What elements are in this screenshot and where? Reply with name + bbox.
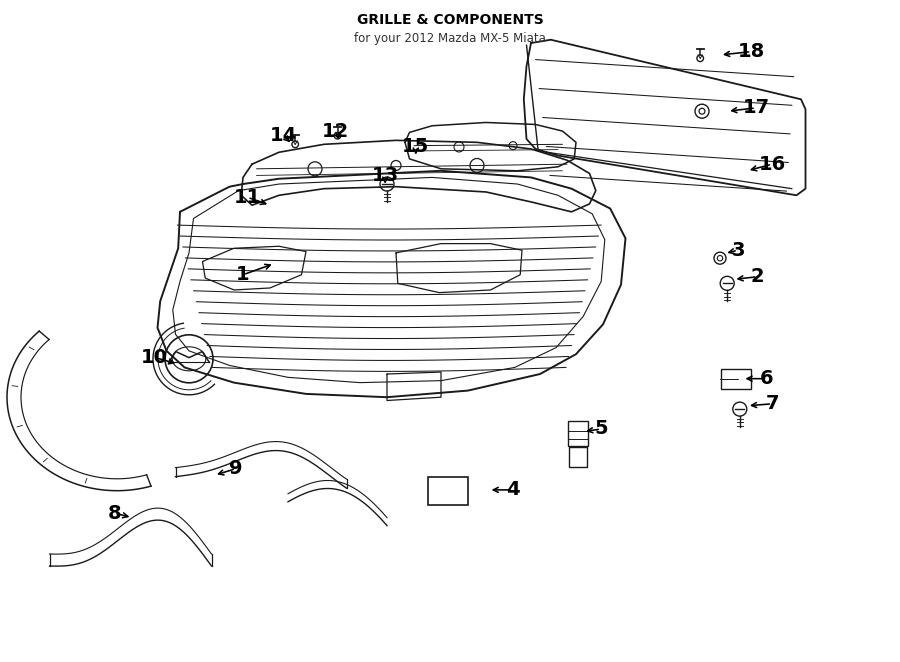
Text: 16: 16 bbox=[759, 155, 786, 173]
Text: 10: 10 bbox=[141, 348, 168, 367]
Text: for your 2012 Mazda MX-5 Miata: for your 2012 Mazda MX-5 Miata bbox=[354, 32, 546, 45]
Bar bbox=[428, 477, 468, 505]
Text: 2: 2 bbox=[751, 267, 765, 286]
Text: 7: 7 bbox=[765, 395, 778, 413]
Text: 11: 11 bbox=[234, 188, 261, 207]
Text: 3: 3 bbox=[731, 241, 745, 260]
Text: 4: 4 bbox=[506, 481, 520, 499]
Text: 8: 8 bbox=[107, 504, 122, 522]
Text: 5: 5 bbox=[594, 420, 608, 438]
Bar bbox=[721, 369, 752, 389]
Text: 15: 15 bbox=[402, 138, 429, 156]
Text: 17: 17 bbox=[742, 99, 770, 117]
Text: 1: 1 bbox=[236, 265, 250, 284]
Text: 14: 14 bbox=[270, 126, 297, 145]
Text: 9: 9 bbox=[229, 459, 243, 478]
Text: 6: 6 bbox=[760, 369, 774, 388]
Text: 13: 13 bbox=[372, 166, 399, 185]
Text: 18: 18 bbox=[738, 42, 765, 61]
Bar bbox=[569, 447, 587, 467]
Text: 12: 12 bbox=[322, 122, 349, 140]
Bar bbox=[568, 421, 588, 446]
Text: GRILLE & COMPONENTS: GRILLE & COMPONENTS bbox=[356, 13, 544, 27]
